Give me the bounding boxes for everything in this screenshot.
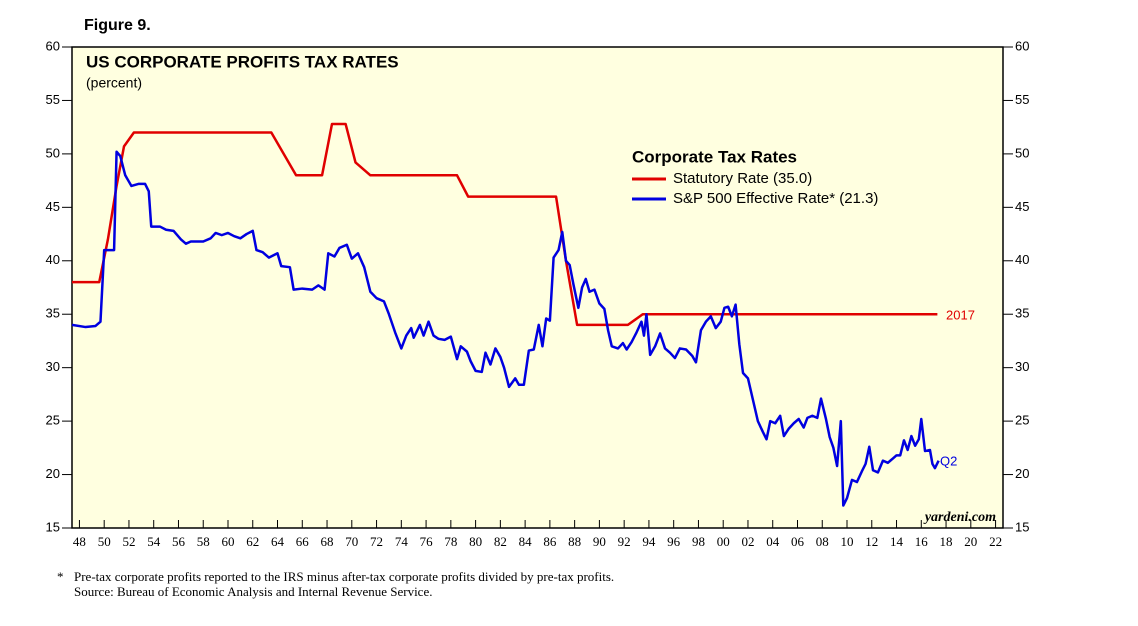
y-tick-label: 60: [46, 38, 60, 53]
x-tick-label: 10: [841, 534, 854, 549]
footnote-marker: *: [57, 569, 64, 584]
x-tick-label: 20: [964, 534, 977, 549]
legend-label: S&P 500 Effective Rate* (21.3): [673, 190, 878, 207]
footnote: Pre-tax corporate profits reported to th…: [74, 569, 614, 584]
chart-subtitle: (percent): [86, 75, 142, 91]
y-tick-label: 15: [46, 519, 60, 534]
source: Source: Bureau of Economic Analysis and …: [74, 584, 432, 599]
x-tick-label: 76: [420, 534, 434, 549]
x-tick-label: 50: [98, 534, 111, 549]
x-tick-label: 72: [370, 534, 383, 549]
y-tick-label: 35: [46, 306, 60, 321]
x-tick-label: 92: [618, 534, 631, 549]
y-tick-label: 40: [46, 252, 60, 267]
x-tick-label: 56: [172, 534, 186, 549]
series-line: [72, 122, 938, 327]
x-tick-label: 62: [246, 534, 259, 549]
x-tick-label: 60: [221, 534, 234, 549]
x-tick-label: 82: [494, 534, 507, 549]
x-tick-label: 22: [989, 534, 1002, 549]
x-tick-label: 78: [444, 534, 457, 549]
y-tick-label: 50: [46, 145, 60, 160]
x-tick-label: 08: [816, 534, 829, 549]
x-tick-label: 74: [395, 534, 409, 549]
x-tick-label: 84: [519, 534, 533, 549]
x-tick-label: 06: [791, 534, 805, 549]
x-tick-label: 66: [296, 534, 310, 549]
y-tick-label-right: 45: [1015, 199, 1029, 214]
x-tick-label: 48: [73, 534, 86, 549]
y-tick-label-right: 40: [1015, 252, 1029, 267]
annotation: 2017: [946, 307, 975, 322]
annotation: Q2: [940, 453, 957, 468]
x-tick-label: 68: [321, 534, 334, 549]
y-tick-label-right: 15: [1015, 519, 1029, 534]
y-tick-label-right: 55: [1015, 92, 1029, 107]
x-tick-label: 88: [568, 534, 581, 549]
x-tick-label: 02: [741, 534, 754, 549]
x-tick-label: 64: [271, 534, 285, 549]
chart-title: US CORPORATE PROFITS TAX RATES: [86, 52, 399, 71]
series-line: [71, 150, 940, 507]
y-tick-label-right: 20: [1015, 466, 1029, 481]
x-tick-label: 90: [593, 534, 606, 549]
y-tick-label-right: 50: [1015, 145, 1029, 160]
x-tick-label: 16: [915, 534, 929, 549]
x-tick-label: 52: [122, 534, 135, 549]
y-tick-label: 55: [46, 92, 60, 107]
x-tick-label: 80: [469, 534, 482, 549]
x-tick-label: 54: [147, 534, 161, 549]
y-tick-label-right: 35: [1015, 306, 1029, 321]
y-tick-label: 30: [46, 359, 60, 374]
y-tick-label: 20: [46, 466, 60, 481]
x-tick-label: 58: [197, 534, 210, 549]
y-tick-label-right: 25: [1015, 413, 1029, 428]
x-tick-label: 96: [667, 534, 681, 549]
watermark: yardeni.com: [923, 510, 996, 525]
x-tick-label: 14: [890, 534, 904, 549]
y-tick-label-right: 30: [1015, 359, 1029, 374]
x-tick-label: 70: [345, 534, 358, 549]
y-tick-label: 45: [46, 199, 60, 214]
y-tick-label: 25: [46, 413, 60, 428]
x-tick-label: 18: [940, 534, 953, 549]
y-tick-label-right: 60: [1015, 38, 1029, 53]
x-tick-label: 12: [865, 534, 878, 549]
x-tick-label: 04: [766, 534, 780, 549]
x-tick-label: 94: [642, 534, 656, 549]
x-tick-label: 98: [692, 534, 705, 549]
plot-area: [71, 46, 1004, 529]
x-tick-label: 00: [717, 534, 730, 549]
legend-label: Statutory Rate (35.0): [673, 170, 812, 187]
figure-label: Figure 9.: [84, 17, 151, 34]
legend-title: Corporate Tax Rates: [632, 147, 797, 166]
x-tick-label: 86: [543, 534, 557, 549]
